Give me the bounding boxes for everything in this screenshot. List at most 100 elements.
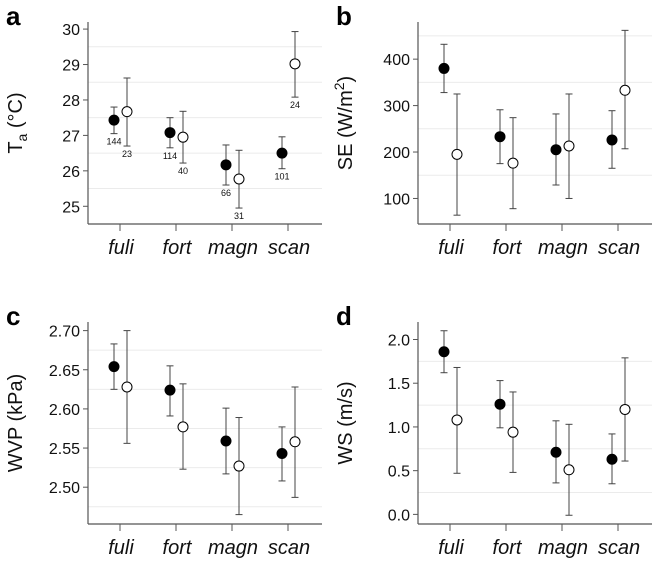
mean-marker: [550, 144, 562, 156]
panel-c: c 2.50 2.55 2.60 2.65 2.70 WVP (kPa) fuli fort ma…: [5, 301, 322, 559]
data-point-open: [233, 417, 245, 516]
x-tick-label: fuli: [438, 537, 464, 559]
data-point-open: [177, 383, 189, 470]
data-point-open: [563, 93, 575, 199]
y-tick-label: 100: [383, 191, 410, 208]
mean-marker: [494, 131, 506, 143]
data-point-filled: [108, 343, 120, 390]
y-tick-label: 25: [62, 199, 80, 216]
y-axis-label-subscript: a: [14, 133, 30, 141]
panel-letter: c: [6, 301, 20, 331]
panel-d: d 0.0 0.5 1.0 1.5 2.0 WS (m/s) fuli fort magn scan: [335, 301, 652, 559]
y-tick-label: 1.0: [388, 420, 410, 437]
data-point-filled: [438, 330, 450, 374]
mean-marker: [276, 448, 288, 460]
panel-letter: d: [336, 301, 352, 331]
y-axis-label-base: T: [5, 141, 27, 153]
y-tick-label: 2.0: [388, 332, 410, 349]
mean-marker: [177, 421, 189, 433]
mean-marker: [494, 398, 506, 410]
x-tick-label: magn: [538, 537, 588, 559]
y-axis-label: Ta (°C): [5, 92, 30, 153]
mean-marker: [164, 384, 176, 396]
x-tick-label: fuli: [108, 537, 134, 559]
x-tick-label: fort: [163, 237, 193, 259]
y-axis-label-base: WS (m/s): [335, 381, 357, 464]
y-tick-label: 26: [62, 164, 80, 181]
mean-marker: [619, 403, 631, 415]
data-point-open: [619, 29, 631, 150]
data-point-filled: [550, 420, 562, 484]
data-point-open: 31: [233, 149, 245, 221]
y-tick-label: 300: [383, 99, 410, 116]
data-point-open: 23: [121, 77, 133, 159]
mean-marker: [438, 62, 450, 74]
data-point-open: [507, 391, 519, 473]
x-tick-label: scan: [598, 537, 640, 559]
data-point-filled: 101: [274, 136, 290, 182]
data-point-open: 24: [289, 31, 301, 110]
mean-marker: [507, 157, 519, 169]
x-tick-label: magn: [208, 237, 258, 259]
x-tick-label: fort: [493, 537, 523, 559]
data-point-open: [507, 117, 519, 210]
sample-size-label: 114: [163, 151, 177, 161]
y-tick-label: 2.70: [49, 324, 80, 341]
y-tick-label: 0.5: [388, 464, 410, 481]
y-tick-label: 2.55: [49, 441, 80, 458]
y-axis-label-unit: ): [335, 76, 357, 83]
sample-size-label: 101: [274, 172, 289, 182]
mean-marker: [177, 131, 189, 143]
mean-marker: [108, 361, 120, 373]
mean-marker: [563, 140, 575, 152]
mean-marker: [121, 381, 133, 393]
y-axis-label: WS (m/s): [335, 381, 357, 464]
x-tick-label: fort: [493, 237, 523, 259]
x-tick-label: scan: [268, 237, 310, 259]
mean-marker: [220, 435, 232, 447]
data-point-open: 40: [177, 110, 189, 176]
y-tick-label: 2.50: [49, 480, 80, 497]
data-point-filled: [606, 110, 618, 169]
mean-marker: [606, 453, 618, 465]
mean-marker: [289, 436, 301, 448]
data-point-filled: [494, 380, 506, 429]
sample-size-label: 40: [178, 166, 188, 176]
data-point-filled: 144: [106, 106, 122, 147]
data-point-open: [451, 366, 463, 474]
mean-marker: [233, 173, 245, 185]
mean-marker: [438, 346, 450, 358]
y-axis-label-base: WVP (kPa): [5, 374, 27, 473]
panel-b: b 100 200 300 400 SE (W/m2) fuli fort magn scan: [331, 1, 652, 259]
data-point-filled: [220, 407, 232, 475]
x-tick-label: scan: [598, 237, 640, 259]
y-tick-label: 2.65: [49, 363, 80, 380]
y-tick-label: 1.5: [388, 376, 410, 393]
x-tick-label: fuli: [438, 237, 464, 259]
panel-a: a 25 26 27 28 29 30 Ta (°C) fuli fort magn scan 144 1…: [5, 1, 322, 259]
sample-size-label: 144: [106, 137, 121, 147]
data-point-filled: [276, 426, 288, 482]
y-tick-label: 30: [62, 22, 80, 39]
y-axis-label-superscript: 2: [331, 82, 347, 90]
x-tick-label: magn: [538, 237, 588, 259]
x-tick-label: fuli: [108, 237, 134, 259]
y-tick-label: 0.0: [388, 507, 410, 524]
mean-marker: [289, 58, 301, 70]
data-point-filled: [164, 365, 176, 417]
x-tick-label: fort: [163, 537, 193, 559]
sample-size-label: 66: [221, 188, 231, 198]
y-tick-label: 2.60: [49, 402, 80, 419]
y-axis-label-unit: (°C): [5, 92, 27, 133]
y-tick-label: 400: [383, 52, 410, 69]
x-tick-label: scan: [268, 537, 310, 559]
y-tick-label: 200: [383, 145, 410, 162]
data-point-filled: 114: [163, 117, 177, 161]
data-point-filled: [438, 43, 450, 94]
data-point-open: [289, 386, 301, 498]
mean-marker: [121, 106, 133, 118]
sample-size-label: 23: [122, 149, 132, 159]
sample-size-label: 24: [290, 100, 300, 110]
sample-size-label: 31: [234, 211, 244, 221]
